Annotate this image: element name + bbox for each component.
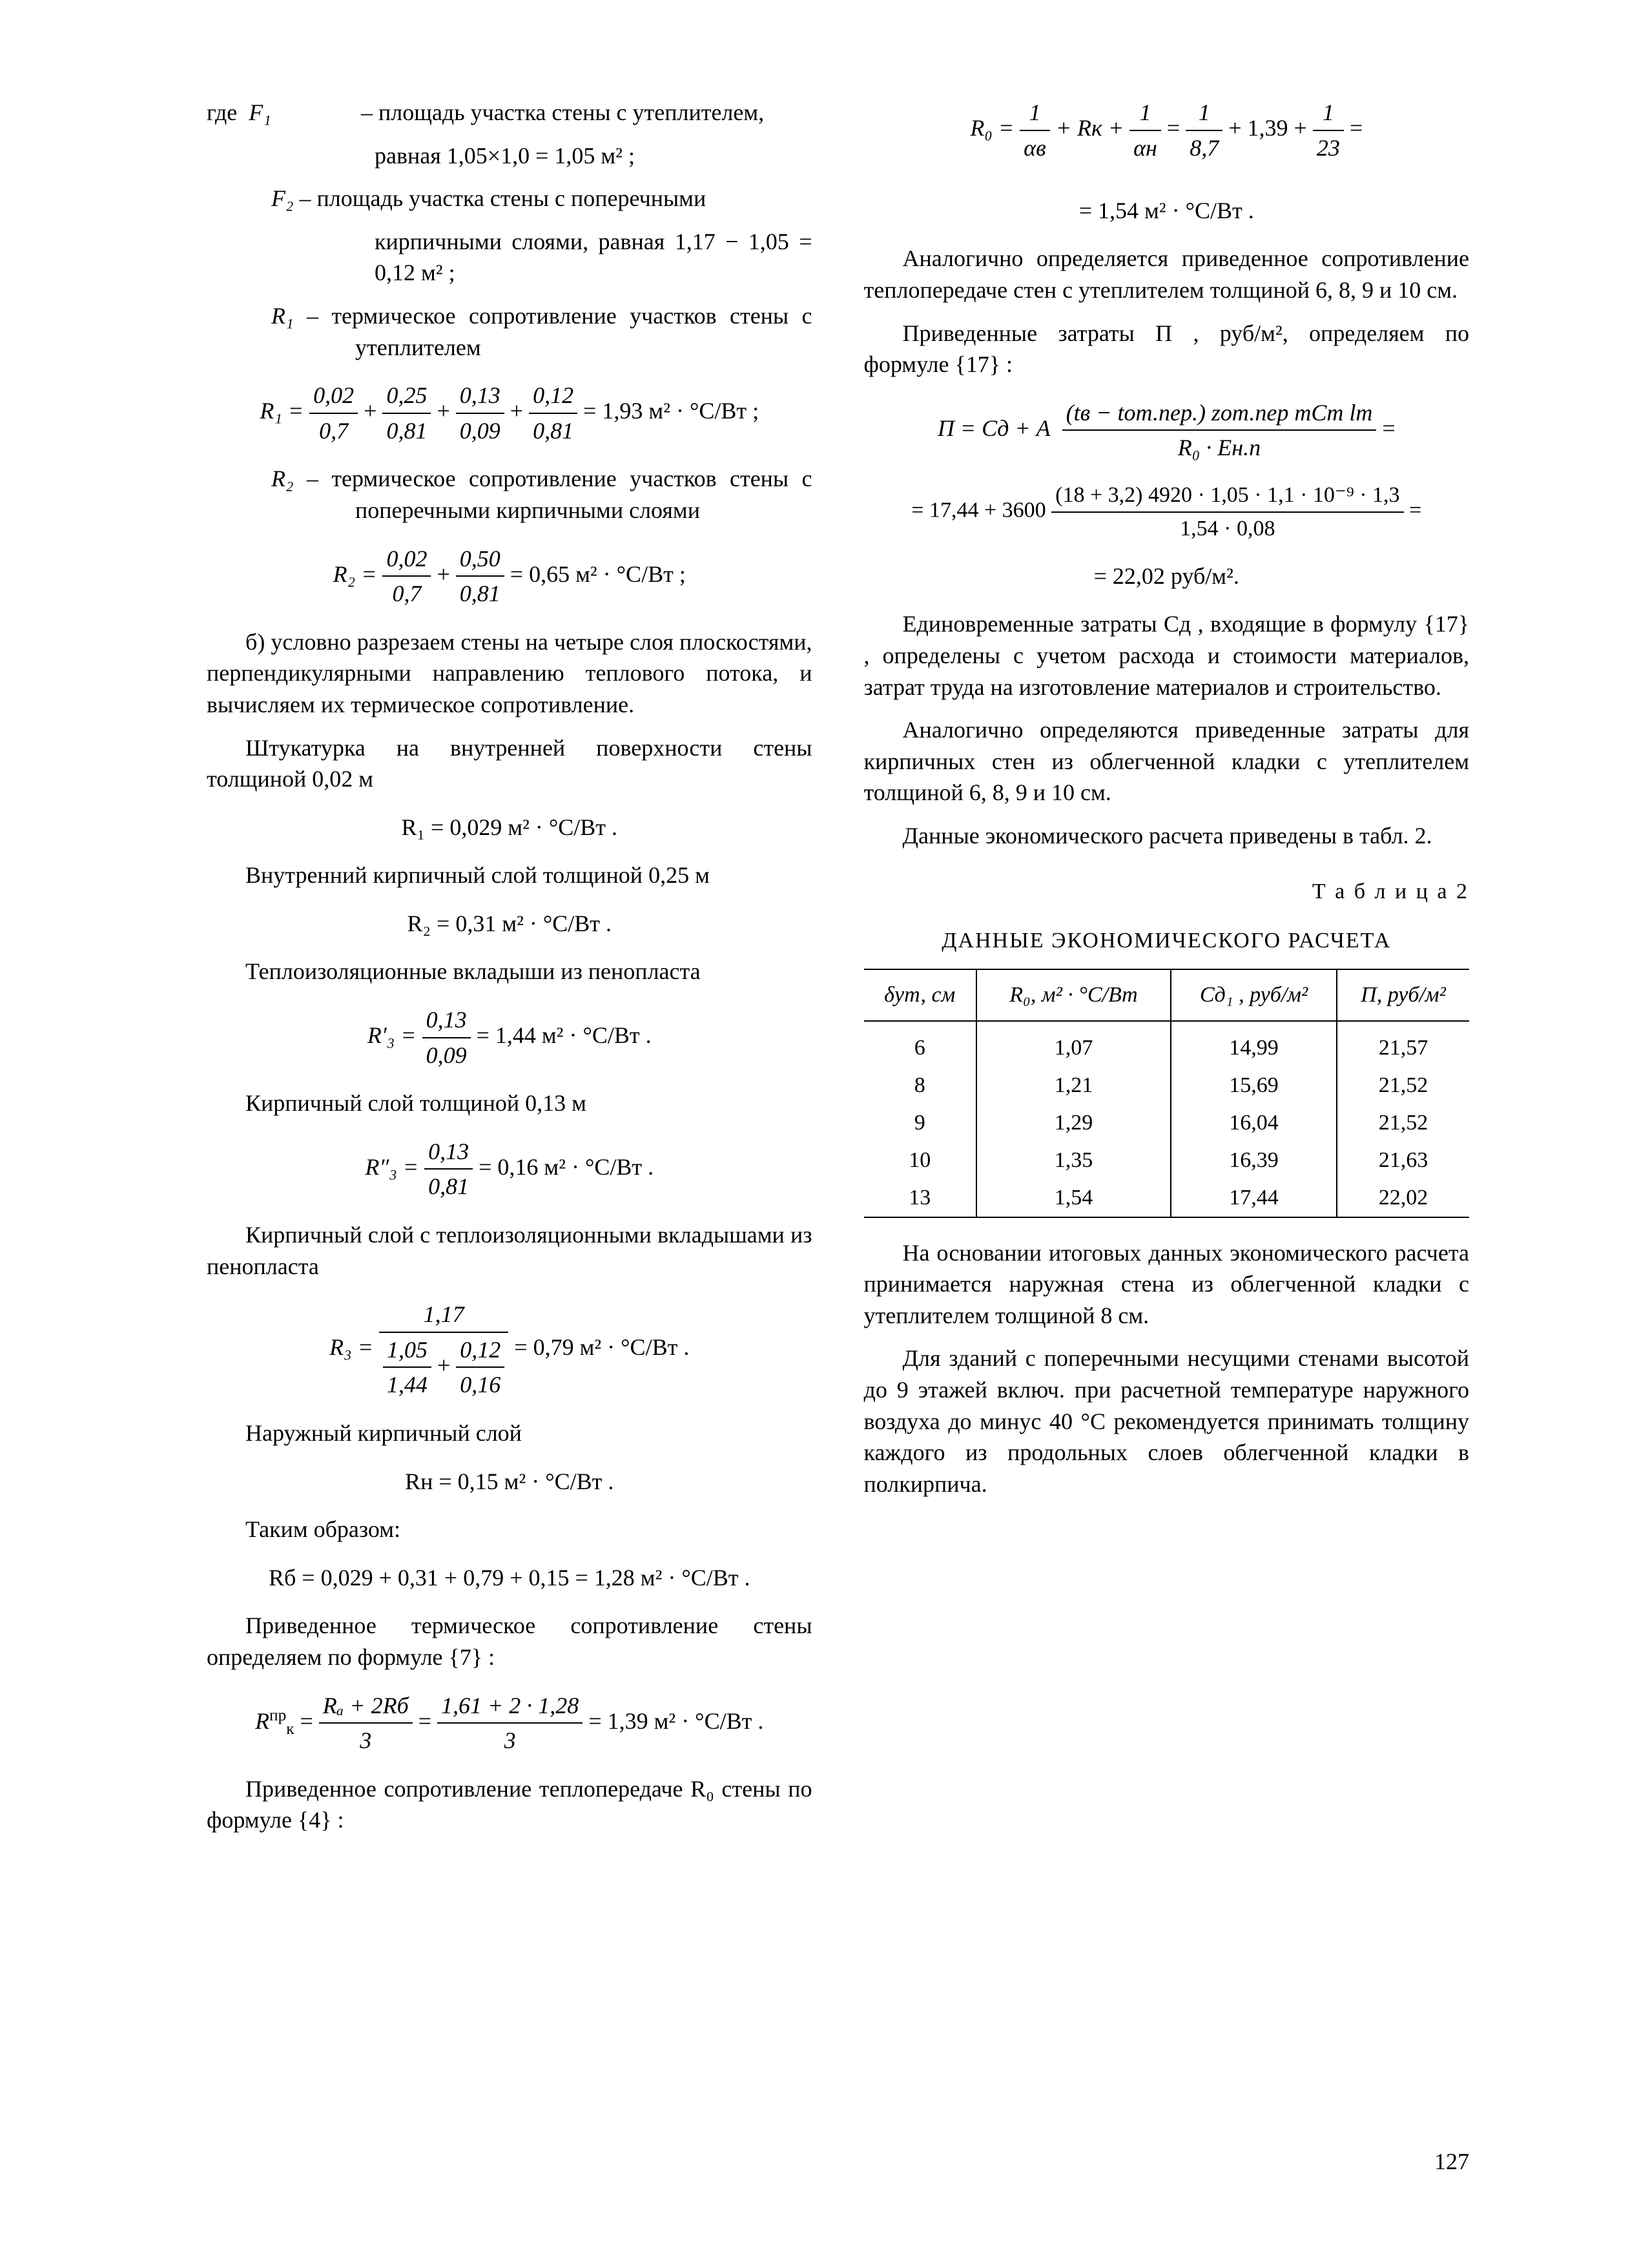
equation-Rb: Rб = 0,029 + 0,31 + 0,79 + 0,15 = 1,28 м… xyxy=(207,1562,812,1594)
definition-F2-b: кирпичными слоями, равная 1,17 − 1,05 = … xyxy=(207,226,812,289)
cell: 8 xyxy=(864,1067,976,1104)
page-number: 127 xyxy=(1434,2146,1469,2178)
def-where: где xyxy=(207,99,237,125)
equation-P-line3: = 22,02 руб/м². xyxy=(864,561,1470,592)
cell: 21,63 xyxy=(1337,1142,1469,1179)
table-row: 6 1,07 14,99 21,57 xyxy=(864,1021,1470,1067)
cell: 13 xyxy=(864,1179,976,1217)
cell: 1,07 xyxy=(976,1021,1171,1067)
text: – термическое сопротивление участков сте… xyxy=(307,466,812,523)
text: равная 1,05×1,0 = 1,05 м² ; xyxy=(375,143,635,169)
equation-P-line1: П = Cд + A (tв − tот.пер.) zот.пер mCт l… xyxy=(864,397,1470,464)
text: – площадь участка стены с поперечными xyxy=(300,185,706,211)
para-teploiz: Теплоизоляционные вкладыши из пенопласта xyxy=(207,956,812,987)
col-R0: R₀, м² · °C/Вт xyxy=(976,969,1171,1021)
equation-P-line2: = 17,44 + 3600 (18 + 3,2) 4920 · 1,05 · … xyxy=(864,480,1470,544)
cell: 9 xyxy=(864,1104,976,1142)
cell: 10 xyxy=(864,1142,976,1179)
cell: 1,54 xyxy=(976,1179,1171,1217)
equation-Rkpr: Rпрк = Rₐ + 2Rб3 = 1,61 + 2 · 1,283 = 1,… xyxy=(207,1690,812,1757)
para-out1: На основании итоговых данных экономическ… xyxy=(864,1237,1470,1332)
text: – площадь участка стены с утеплителем, xyxy=(361,99,764,125)
definition-R1: R₁ – термическое сопротивление участков … xyxy=(207,300,812,363)
col-P: П, руб/м² xyxy=(1337,969,1469,1021)
table-header-row: δут, см R₀, м² · °C/Вт Cд₁ , руб/м² П, р… xyxy=(864,969,1470,1021)
cell: 1,29 xyxy=(976,1104,1171,1142)
equation-R2s: R₂ = 0,31 м² · °C/Вт . xyxy=(207,908,812,940)
equation-R3prime: R′₃ = 0,130,09 = 1,44 м² · °C/Вт . xyxy=(207,1004,812,1071)
para-takim: Таким образом: xyxy=(207,1514,812,1545)
economic-table: δут, см R₀, м² · °C/Вт Cд₁ , руб/м² П, р… xyxy=(864,969,1470,1217)
col-delta: δут, см xyxy=(864,969,976,1021)
table-row: 9 1,29 16,04 21,52 xyxy=(864,1104,1470,1142)
text: – термическое сопротивление участков сте… xyxy=(307,303,812,360)
cell: 14,99 xyxy=(1171,1021,1337,1067)
cell: 16,39 xyxy=(1171,1142,1337,1179)
para-kirp013: Кирпичный слой толщиной 0,13 м xyxy=(207,1088,812,1119)
definition-F2: F₂ – площадь участка стены с поперечными xyxy=(207,183,812,214)
equation-R3pp: R″₃ = 0,130,81 = 0,16 м² · °C/Вт . xyxy=(207,1136,812,1202)
para-kirp-vkl: Кирпичный слой с теплоизоляционными вкла… xyxy=(207,1219,812,1282)
para-shtuk: Штукатурка на внутренней поверхности сте… xyxy=(207,732,812,795)
para-R0intro: Приведенное сопротивление теплопередаче … xyxy=(207,1773,812,1836)
cell: 21,52 xyxy=(1337,1067,1469,1104)
para-prived: Приведенное термическое сопротивление ст… xyxy=(207,1610,812,1673)
equation-R0: R₀ = 1αв + Rк + 1αн = 18,7 + 1,39 + 123 … xyxy=(864,97,1470,226)
para-Cd: Единовременные затраты Cд , входящие в ф… xyxy=(864,608,1470,703)
cell: 1,35 xyxy=(976,1142,1171,1179)
definition-F1: где F₁ – площадь участка стены с утеплит… xyxy=(207,97,812,129)
para-P: Приведенные затраты П , руб/м², определя… xyxy=(864,318,1470,380)
para-b: б) условно разрезаем стены на четыре сло… xyxy=(207,626,812,721)
equation-R3: R₃ = 1,17 1,051,44 + 0,120,16 = 0,79 м² … xyxy=(207,1299,812,1401)
equation-Rn: Rн = 0,15 м² · °C/Вт . xyxy=(207,1466,812,1498)
equation-R2: R₂ = 0,020,7 + 0,500,81 = 0,65 м² · °C/В… xyxy=(207,543,812,610)
table-row: 10 1,35 16,39 21,63 xyxy=(864,1142,1470,1179)
sym-F2: F₂ xyxy=(271,185,294,211)
para-out2: Для зданий с поперечными несущими стенам… xyxy=(864,1343,1470,1500)
equation-R1: R₁ = 0,020,7 + 0,250,81 + 0,130,09 + 0,1… xyxy=(207,380,812,446)
sym-F1: F₁ xyxy=(249,99,271,125)
para-analog2: Аналогично определяются приведенные затр… xyxy=(864,714,1470,809)
col-Cd: Cд₁ , руб/м² xyxy=(1171,969,1337,1021)
table-row: 8 1,21 15,69 21,52 xyxy=(864,1067,1470,1104)
definition-F1-b: равная 1,05×1,0 = 1,05 м² ; xyxy=(207,140,812,172)
cell: 17,44 xyxy=(1171,1179,1337,1217)
table-row: 13 1,54 17,44 22,02 xyxy=(864,1179,1470,1217)
para-analog: Аналогично определяется приведенное сопр… xyxy=(864,243,1470,305)
text: кирпичными слоями, равная 1,17 − 1,05 = … xyxy=(375,229,812,286)
para-naruzh: Наружный кирпичный слой xyxy=(207,1418,812,1449)
cell: 6 xyxy=(864,1021,976,1067)
table-caption: Т а б л и ц а 2 xyxy=(864,877,1470,907)
para-vnut: Внутренний кирпичный слой толщиной 0,25 … xyxy=(207,860,812,891)
sym-R1: R₁ xyxy=(271,303,294,329)
cell: 16,04 xyxy=(1171,1104,1337,1142)
definition-R2: R₂ – термическое сопротивление участков … xyxy=(207,463,812,526)
para-tabref: Данные экономического расчета приведены … xyxy=(864,820,1470,852)
cell: 21,57 xyxy=(1337,1021,1469,1067)
table-title: ДАННЫЕ ЭКОНОМИЧЕСКОГО РАСЧЕТА xyxy=(864,926,1470,956)
cell: 15,69 xyxy=(1171,1067,1337,1104)
cell: 1,21 xyxy=(976,1067,1171,1104)
sym-R2: R₂ xyxy=(271,466,294,491)
cell: 22,02 xyxy=(1337,1179,1469,1217)
equation-R1s: R₁ = 0,029 м² · °C/Вт . xyxy=(207,812,812,843)
cell: 21,52 xyxy=(1337,1104,1469,1142)
